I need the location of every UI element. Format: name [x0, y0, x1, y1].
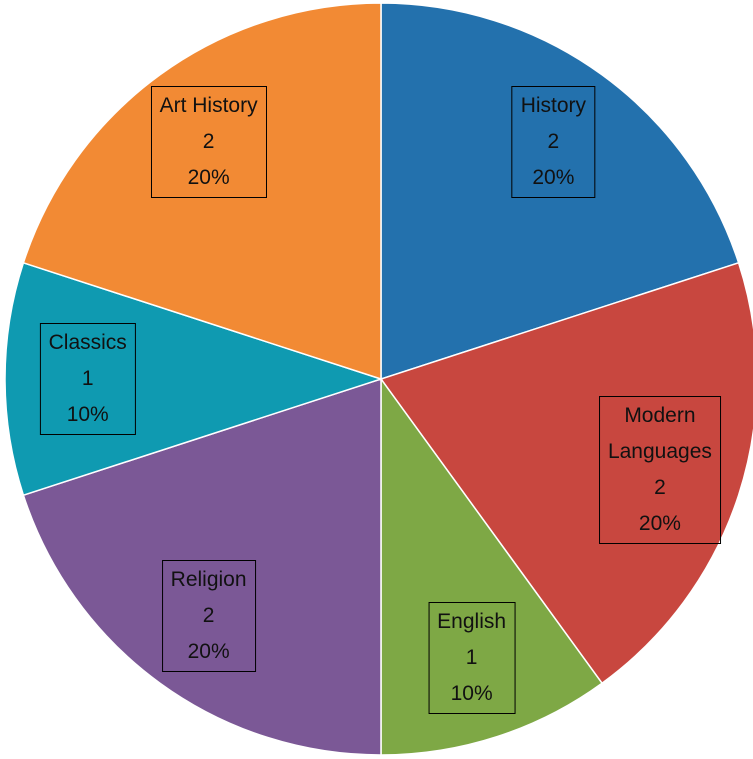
label-value: 1	[81, 367, 94, 390]
label-value: 2	[654, 475, 666, 499]
pie-slice	[22, 377, 382, 756]
pie-slice	[22, 2, 382, 381]
data-label: Classics 1 10%	[39, 323, 136, 435]
label-percent: 20%	[187, 640, 230, 664]
data-label: Art History 2 20%	[150, 85, 267, 198]
label-category: History	[520, 93, 587, 117]
pie-slice	[379, 261, 753, 685]
label-category: Classics	[48, 331, 127, 354]
label-category: Religion	[170, 568, 247, 592]
label-category: English	[437, 609, 507, 633]
label-percent: 20%	[187, 165, 230, 189]
data-label: Modern Languages 2 20%	[598, 395, 721, 544]
data-label: Religion 2 20%	[161, 560, 256, 673]
label-percent: 10%	[450, 681, 493, 705]
pie-slice	[380, 2, 740, 381]
label-percent: 20%	[638, 511, 681, 535]
label-value: 2	[202, 129, 215, 153]
label-value: 2	[202, 604, 215, 628]
pie-slice	[4, 261, 384, 497]
label-category: Art History	[159, 93, 258, 117]
label-value: 2	[547, 129, 560, 153]
label-percent: 10%	[66, 403, 109, 426]
label-percent: 20%	[532, 165, 575, 189]
data-label: English 1 10%	[428, 601, 516, 714]
data-label: History 2 20%	[511, 85, 596, 198]
label-category: Modern Languages	[607, 403, 712, 463]
pie-slice	[380, 376, 604, 756]
label-value: 1	[465, 645, 478, 669]
